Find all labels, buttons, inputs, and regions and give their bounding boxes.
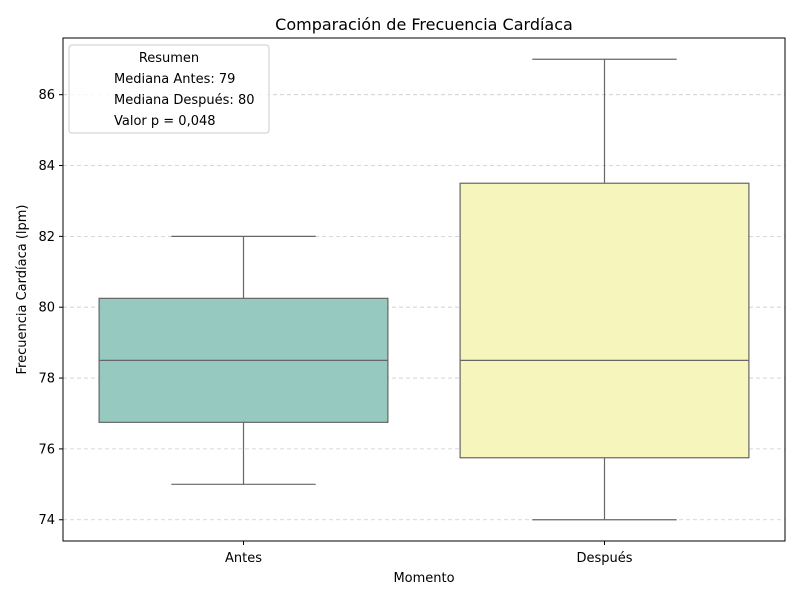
y-tick-label: 84 bbox=[38, 159, 55, 174]
legend-entry-p-value: Valor p = 0,048 bbox=[114, 114, 216, 129]
y-tick-label: 74 bbox=[38, 513, 55, 528]
plot-frame bbox=[62, 37, 786, 542]
legend-entry-median-before: Mediana Antes: 79 bbox=[114, 72, 235, 87]
chart-title: Comparación de Frecuencia Cardíaca bbox=[275, 15, 573, 34]
box-despues bbox=[459, 182, 750, 459]
legend-entry-median-after: Mediana Después: 80 bbox=[114, 93, 254, 108]
y-tick-label: 78 bbox=[38, 372, 55, 387]
y-tick-label: 82 bbox=[38, 230, 55, 245]
x-axis-label: Momento bbox=[393, 571, 454, 586]
legend-box bbox=[68, 44, 270, 134]
x-tick-label: Antes bbox=[225, 551, 262, 566]
y-tick-label: 86 bbox=[38, 88, 55, 103]
x-tick-label: Después bbox=[576, 551, 632, 566]
tick-layer: 74 76 78 80 82 84 86 Antes Después bbox=[38, 88, 632, 566]
y-tick-label: 80 bbox=[38, 301, 55, 316]
box-layer bbox=[98, 58, 750, 521]
legend-title: Resumen bbox=[139, 51, 199, 66]
legend: Resumen Mediana Antes: 79 Mediana Despué… bbox=[68, 44, 270, 134]
y-tick-label: 76 bbox=[38, 442, 55, 457]
y-axis-label: Frecuencia Cardíaca (lpm) bbox=[15, 205, 30, 375]
